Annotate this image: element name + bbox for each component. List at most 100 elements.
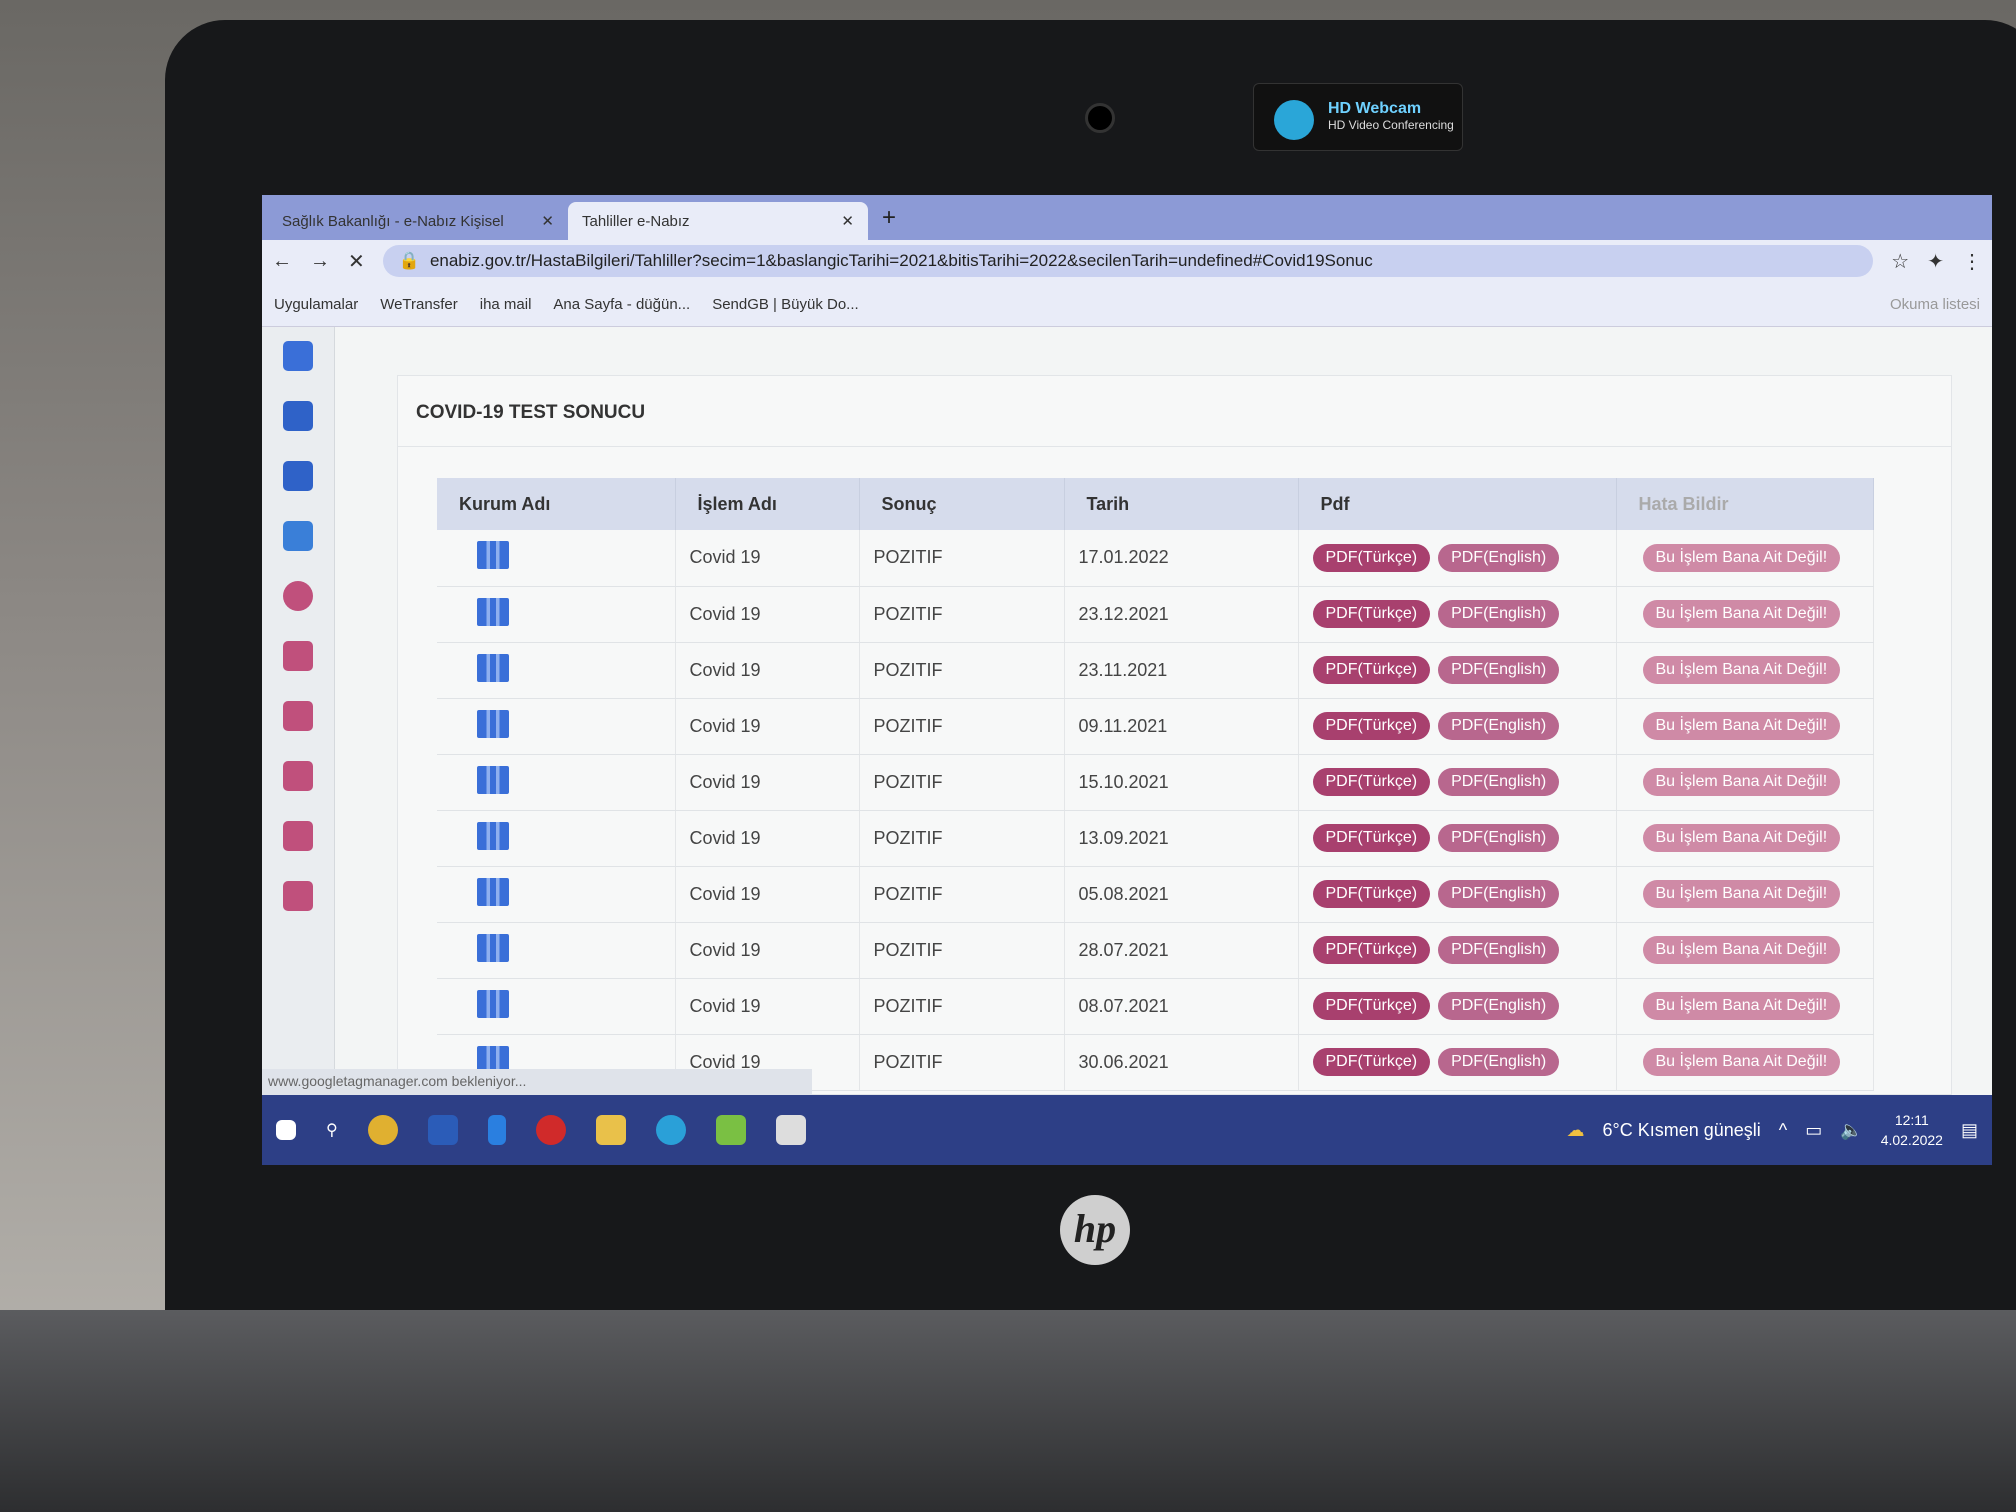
sidebar-imaging-icon[interactable] bbox=[283, 521, 313, 551]
pdf-english-button[interactable]: PDF(English) bbox=[1438, 712, 1560, 740]
star-icon[interactable]: ☆ bbox=[1891, 250, 1910, 273]
tab-tahliller[interactable]: Tahliller e-Nabız ✕ bbox=[568, 202, 868, 240]
bookmark-wetransfer[interactable]: WeTransfer bbox=[380, 295, 458, 313]
close-icon[interactable]: ✕ bbox=[841, 213, 854, 230]
report-error-button[interactable]: Bu İşlem Bana Ait Değil! bbox=[1642, 936, 1841, 964]
pdf-turkce-button[interactable]: PDF(Türkçe) bbox=[1312, 543, 1431, 572]
bookmark-iha-mail[interactable]: iha mail bbox=[479, 295, 532, 313]
islem-cell: Covid 19 bbox=[675, 1034, 860, 1091]
pdf-english-button[interactable]: PDF(English) bbox=[1438, 1048, 1560, 1076]
report-error-button[interactable]: Bu İşlem Bana Ait Değil! bbox=[1642, 712, 1841, 740]
pdf-turkce-button[interactable]: PDF(Türkçe) bbox=[1312, 768, 1431, 796]
report-error-button[interactable]: Bu İşlem Bana Ait Değil! bbox=[1642, 824, 1841, 852]
islem-cell: Covid 19 bbox=[675, 530, 860, 587]
forward-icon[interactable]: → bbox=[310, 249, 330, 272]
sidebar-bandage-icon[interactable] bbox=[283, 761, 313, 791]
sidebar-medicine-icon[interactable] bbox=[283, 821, 313, 851]
new-tab-button[interactable]: + bbox=[882, 203, 897, 231]
hospital-icon bbox=[477, 1045, 509, 1074]
pdf-turkce-button[interactable]: PDF(Türkçe) bbox=[1312, 824, 1431, 852]
chevron-up-icon[interactable]: ^ bbox=[1778, 1119, 1788, 1140]
pdf-english-button[interactable]: PDF(English) bbox=[1438, 656, 1560, 684]
table-row: Covid 19 POZITIF 23.12.2021 PDF(Türkçe) P… bbox=[437, 586, 1874, 643]
clock[interactable]: 12:11 4.02.2022 bbox=[1880, 1112, 1943, 1148]
volume-icon[interactable]: 🔈 bbox=[1840, 1119, 1863, 1140]
extensions-icon[interactable]: ✦ bbox=[1927, 250, 1944, 273]
status-bar: www.googletagmanager.com bekleniyor... bbox=[262, 1069, 812, 1095]
battery-icon[interactable]: ▭ bbox=[1805, 1119, 1823, 1140]
pdf-english-button[interactable]: PDF(English) bbox=[1438, 543, 1560, 572]
tarih-cell: 09.11.2021 bbox=[1064, 698, 1299, 755]
edge-icon[interactable] bbox=[655, 1115, 686, 1145]
bookmark-ana-sayfa[interactable]: Ana Sayfa - düğün... bbox=[553, 295, 691, 313]
notepad-icon[interactable] bbox=[775, 1115, 806, 1145]
pdf-english-button[interactable]: PDF(English) bbox=[1438, 824, 1560, 852]
pdf-turkce-button[interactable]: PDF(Türkçe) bbox=[1312, 992, 1431, 1020]
laptop-keyboard-deck bbox=[0, 1310, 2016, 1512]
report-error-button[interactable]: Bu İşlem Bana Ait Değil! bbox=[1642, 1048, 1841, 1076]
report-error-button[interactable]: Bu İşlem Bana Ait Değil! bbox=[1642, 543, 1841, 572]
col-tarih: Tarih bbox=[1064, 478, 1299, 530]
table-row: Covid 19 POZITIF 08.07.2021 PDF(Türkçe) P… bbox=[437, 978, 1874, 1035]
pdf-turkce-button[interactable]: PDF(Türkçe) bbox=[1312, 712, 1431, 740]
report-error-button[interactable]: Bu İşlem Bana Ait Değil! bbox=[1642, 656, 1841, 684]
table-row: Covid 19 POZITIF 28.07.2021 PDF(Türkçe) P… bbox=[437, 922, 1874, 979]
sidebar-virus-icon[interactable] bbox=[283, 581, 313, 611]
pdf-turkce-button[interactable]: PDF(Türkçe) bbox=[1312, 1048, 1431, 1076]
media-player-icon[interactable] bbox=[715, 1115, 746, 1145]
col-hata: Hata Bildir bbox=[1616, 478, 1874, 530]
pdf-english-button[interactable]: PDF(English) bbox=[1438, 600, 1560, 628]
pdf-turkce-button[interactable]: PDF(Türkçe) bbox=[1312, 656, 1431, 684]
notifications-icon[interactable]: ▤ bbox=[1960, 1119, 1978, 1140]
sidebar bbox=[262, 327, 335, 1095]
chrome-icon[interactable] bbox=[367, 1115, 398, 1145]
table-row: Covid 19 POZITIF 15.10.2021 PDF(Türkçe) P… bbox=[437, 754, 1874, 811]
tarih-cell: 08.07.2021 bbox=[1064, 978, 1299, 1035]
pdf-english-button[interactable]: PDF(English) bbox=[1438, 768, 1560, 796]
weather-icon: ☁ bbox=[1566, 1119, 1585, 1140]
report-error-button[interactable]: Bu İşlem Bana Ait Değil! bbox=[1642, 992, 1841, 1020]
islem-cell: Covid 19 bbox=[675, 922, 860, 979]
bookmark-sendgb[interactable]: SendGB | Büyük Do... bbox=[712, 295, 859, 313]
bluetooth-icon[interactable] bbox=[487, 1115, 506, 1145]
hospital-icon bbox=[477, 709, 509, 738]
sidebar-share-icon[interactable] bbox=[283, 881, 313, 911]
file-explorer-icon[interactable] bbox=[595, 1115, 626, 1145]
weather-text[interactable]: 6°C Kısmen güneşli bbox=[1602, 1119, 1761, 1140]
sonuc-cell: POZITIF bbox=[859, 922, 1065, 979]
bookmark-apps[interactable]: Uygulamalar bbox=[274, 295, 359, 313]
windows-start-icon[interactable] bbox=[276, 1120, 296, 1140]
pdf-english-button[interactable]: PDF(English) bbox=[1438, 936, 1560, 964]
pdf-english-button[interactable]: PDF(English) bbox=[1438, 992, 1560, 1020]
reading-list[interactable]: Okuma listesi bbox=[1889, 295, 1980, 313]
report-error-button[interactable]: Bu İşlem Bana Ait Değil! bbox=[1642, 768, 1841, 796]
sidebar-tests-icon[interactable] bbox=[283, 461, 313, 491]
islem-cell: Covid 19 bbox=[675, 978, 860, 1035]
word-icon[interactable] bbox=[427, 1115, 458, 1145]
stop-icon[interactable]: ✕ bbox=[348, 250, 365, 273]
pdf-turkce-button[interactable]: PDF(Türkçe) bbox=[1312, 936, 1431, 964]
webcam-sticker: HD Webcam HD Video Conferencing bbox=[1253, 83, 1463, 151]
report-error-button[interactable]: Bu İşlem Bana Ait Değil! bbox=[1642, 600, 1841, 628]
report-error-button[interactable]: Bu İşlem Bana Ait Değil! bbox=[1642, 880, 1841, 908]
sidebar-allergy-icon[interactable] bbox=[283, 641, 313, 671]
sidebar-document-icon[interactable] bbox=[283, 701, 313, 731]
search-icon[interactable]: ⚲ bbox=[326, 1122, 338, 1139]
sidebar-doctor-icon[interactable] bbox=[283, 401, 313, 431]
sonuc-cell: POZITIF bbox=[859, 866, 1065, 923]
pdf-english-button[interactable]: PDF(English) bbox=[1438, 880, 1560, 908]
pdf-turkce-button[interactable]: PDF(Türkçe) bbox=[1312, 600, 1431, 628]
url-input[interactable]: 🔒 enabiz.gov.tr/HastaBilgileri/Tahliller?… bbox=[382, 245, 1874, 277]
results-table: Kurum Adı İşlem Adı Sonuç Tarih Pdf Hata… bbox=[437, 478, 1874, 1091]
pdf-turkce-button[interactable]: PDF(Türkçe) bbox=[1312, 880, 1431, 908]
tab-e-nabiz[interactable]: Sağlık Bakanlığı - e-Nabız Kişisel ✕ bbox=[268, 202, 568, 240]
close-icon[interactable]: ✕ bbox=[541, 213, 554, 230]
opera-icon[interactable] bbox=[535, 1115, 566, 1145]
sonuc-cell: POZITIF bbox=[859, 1034, 1065, 1091]
sidebar-report-icon[interactable] bbox=[283, 341, 313, 371]
table-row: Covid 19 POZITIF 17.01.2022 PDF(Türkçe) P… bbox=[437, 530, 1874, 587]
tarih-cell: 23.11.2021 bbox=[1064, 642, 1299, 699]
hospital-icon bbox=[477, 541, 509, 570]
back-icon[interactable]: ← bbox=[272, 249, 292, 272]
menu-icon[interactable]: ⋮ bbox=[1962, 250, 1982, 273]
